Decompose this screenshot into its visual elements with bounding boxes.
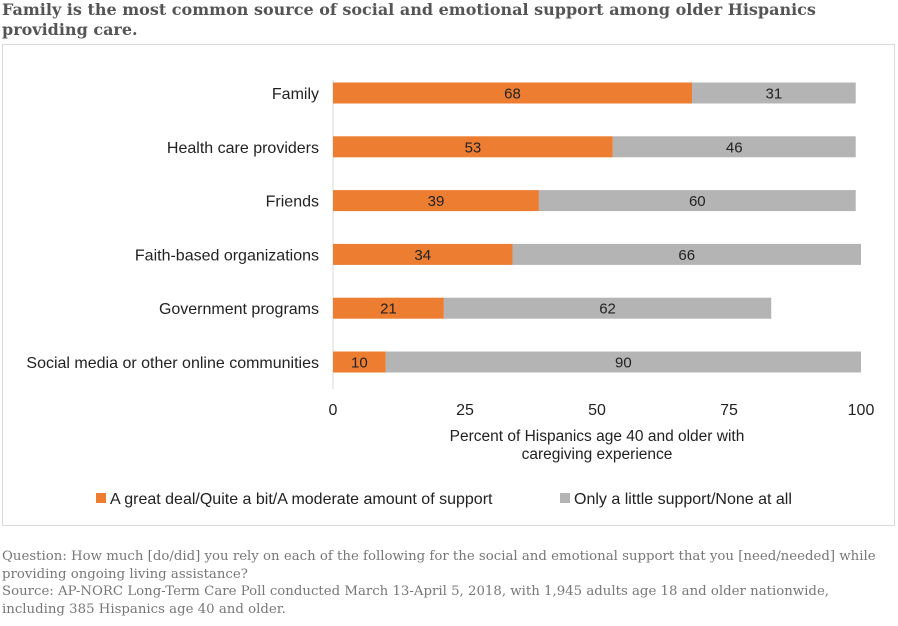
data-label: 90 — [615, 355, 632, 372]
category-label: Social media or other online communities — [26, 355, 319, 372]
data-label: 62 — [599, 301, 616, 318]
data-label: 21 — [380, 301, 397, 318]
chart-title: Family is the most common source of soci… — [2, 0, 816, 39]
x-tick-labels: 0 25 50 75 100 — [329, 402, 875, 419]
x-tick-label: 75 — [720, 402, 738, 419]
bar-segment-series-2 — [512, 243, 861, 265]
chart-frame — [2, 44, 895, 526]
legend-swatch-series-2 — [560, 493, 570, 503]
stacked-bar-chart: 68 31 53 46 39 60 34 66 21 62 10 90 Family Health ca… — [26, 80, 875, 508]
footnote-source: Source: AP-NORC Long-Term Care Poll cond… — [2, 584, 830, 617]
bar-segment-series-1 — [333, 190, 539, 212]
bar-segment-series-1 — [333, 351, 386, 373]
bar-segment-series-2 — [443, 297, 772, 319]
x-tick-label: 50 — [588, 402, 606, 419]
category-label: Friends — [266, 194, 319, 211]
bars: 68 31 53 46 39 60 34 66 21 62 10 90 — [333, 82, 861, 373]
data-label: 31 — [766, 86, 783, 103]
legend: A great deal/Quite a bit/A moderate amou… — [96, 491, 792, 508]
x-axis-title-line-2: caregiving experience — [522, 446, 673, 463]
category-label: Faith-based organizations — [135, 247, 319, 264]
data-label: 10 — [351, 355, 368, 372]
category-labels: Family Health care providers Friends Faith-… — [26, 86, 319, 372]
data-label: 68 — [504, 86, 521, 103]
footnote-question: Question: How much [do/did] you rely on … — [2, 549, 876, 582]
x-tick-label: 25 — [456, 402, 474, 419]
bar-segment-series-2 — [612, 136, 856, 158]
legend-label-series-1: A great deal/Quite a bit/A moderate amou… — [110, 491, 493, 508]
category-label: Family — [272, 86, 319, 103]
legend-swatch-series-1 — [96, 493, 106, 503]
category-label: Health care providers — [167, 140, 319, 157]
x-tick-label: 0 — [329, 402, 338, 419]
bar-segment-series-2 — [692, 82, 856, 104]
data-label: 34 — [414, 247, 431, 264]
data-label: 60 — [689, 193, 706, 210]
x-tick-label: 100 — [848, 402, 875, 419]
data-label: 39 — [428, 193, 445, 210]
bar-segment-series-1 — [333, 82, 693, 104]
bar-segment-series-1 — [333, 297, 444, 319]
data-label: 46 — [726, 139, 743, 156]
bar-segment-series-1 — [333, 243, 513, 265]
footnote: Question: How much [do/did] you rely on … — [2, 548, 896, 618]
category-label: Government programs — [159, 301, 319, 318]
data-label: 53 — [465, 139, 482, 156]
bar-segment-series-1 — [333, 136, 613, 158]
bar-segment-series-2 — [385, 351, 861, 373]
legend-label-series-2: Only a little support/None at all — [574, 491, 792, 508]
bar-segment-series-2 — [538, 190, 856, 212]
x-axis-title-line-1: Percent of Hispanics age 40 and older wi… — [450, 428, 745, 445]
data-label: 66 — [678, 247, 695, 264]
